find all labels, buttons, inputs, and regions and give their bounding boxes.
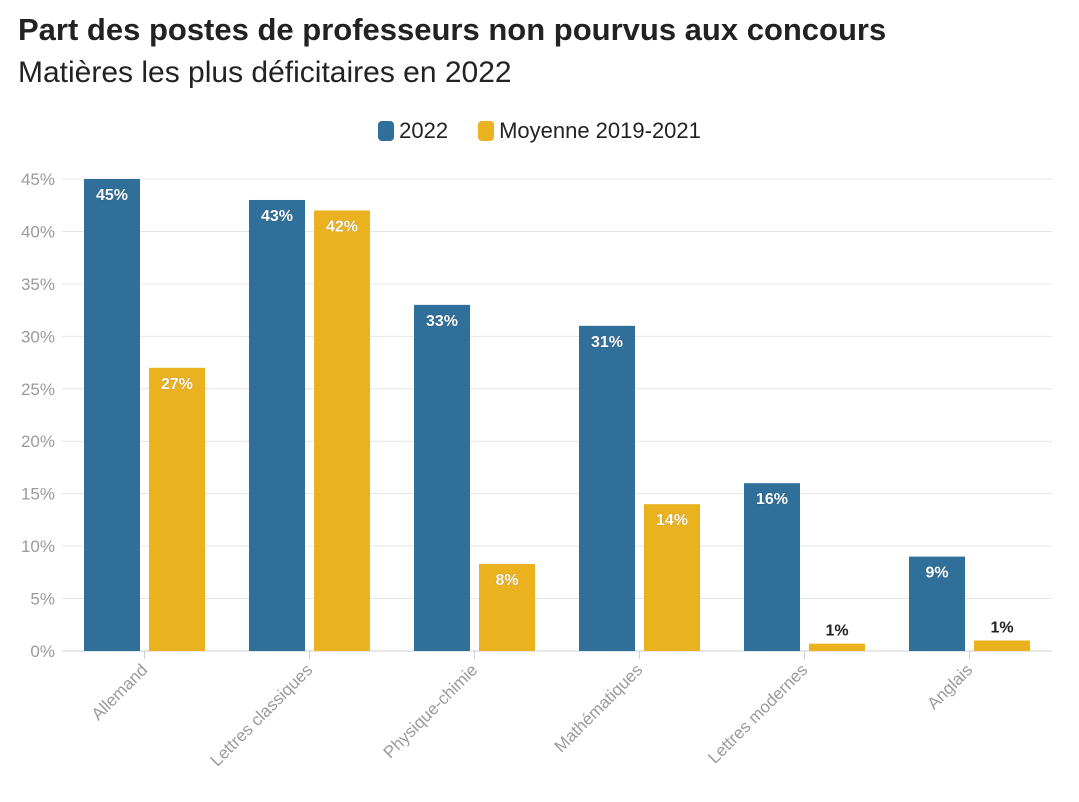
chart-subtitle: Matières les plus déficitaires en 2022 (18, 56, 512, 89)
bar-2022 (414, 304, 470, 651)
bar-moyenne (974, 640, 1030, 651)
data-label: 27% (161, 376, 193, 393)
legend: 2022 Moyenne 2019-2021 (0, 118, 1079, 144)
bar-2022 (84, 179, 140, 651)
data-label: 14% (656, 512, 688, 529)
y-tick-label: 0% (30, 642, 55, 661)
bar-moyenne (149, 367, 205, 651)
data-label: 1% (990, 620, 1013, 637)
x-category-label: Lettres classiques (207, 660, 317, 770)
bar-2022 (579, 325, 635, 651)
y-tick-label: 5% (30, 590, 55, 609)
bar-moyenne (809, 643, 865, 651)
bar-moyenne (479, 563, 535, 651)
data-label: 42% (326, 218, 358, 235)
bar-2022 (744, 483, 800, 651)
bar-moyenne (314, 210, 370, 651)
data-label: 43% (261, 208, 293, 225)
bar-2022 (249, 199, 305, 651)
data-label: 8% (495, 572, 518, 589)
y-tick-label: 45% (21, 170, 55, 189)
x-category-label: Anglais (923, 660, 976, 713)
bar-2022 (909, 556, 965, 651)
legend-swatch-2022 (378, 121, 395, 141)
legend-swatch-moyenne (478, 121, 495, 141)
x-category-label: Allemand (88, 660, 152, 724)
x-category-label: Physique-chimie (380, 660, 482, 762)
legend-item-2022: 2022 (378, 118, 448, 144)
data-label: 9% (925, 565, 948, 582)
data-label: 33% (426, 313, 458, 330)
legend-item-moyenne: Moyenne 2019-2021 (478, 118, 701, 144)
x-category-label: Mathématiques (551, 660, 647, 756)
x-category-label: Lettres modernes (704, 660, 811, 767)
y-tick-label: 25% (21, 380, 55, 399)
bar-moyenne (644, 504, 700, 651)
y-tick-label: 40% (21, 222, 55, 241)
y-tick-label: 20% (21, 432, 55, 451)
y-tick-label: 15% (21, 485, 55, 504)
y-tick-label: 30% (21, 327, 55, 346)
data-label: 16% (756, 491, 788, 508)
data-label: 45% (96, 187, 128, 204)
y-tick-label: 35% (21, 275, 55, 294)
y-tick-label: 10% (21, 537, 55, 556)
legend-label-moyenne: Moyenne 2019-2021 (499, 118, 701, 143)
data-label: 31% (591, 334, 623, 351)
data-label: 1% (825, 623, 848, 640)
legend-label-2022: 2022 (399, 118, 449, 143)
chart-title: Part des postes de professeurs non pourv… (18, 12, 887, 47)
